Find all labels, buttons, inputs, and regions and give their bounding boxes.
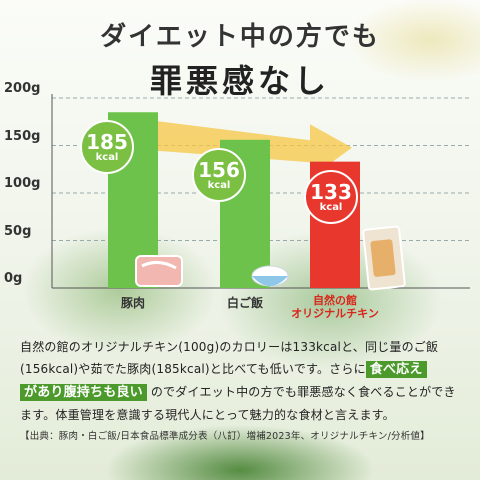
y-tick-label: 0g [4, 271, 23, 286]
description-text: 自然の館のオリジナルチキン(100g)のカロリーは133kcalと、同じ量のご飯… [20, 336, 465, 426]
y-tick-label: 100g [4, 176, 41, 191]
description-part1: 自然の館のオリジナルチキン(100g)のカロリーは133kcalと、同じ量のご飯… [20, 340, 439, 376]
unit-label: kcal [95, 152, 119, 164]
y-tick-label: 150g [4, 128, 41, 144]
x-category-label: 自然の館 オリジナルチキン [291, 294, 379, 320]
pork-illustration [135, 255, 183, 287]
x-category-label: 豚肉 [120, 296, 145, 310]
data-label: 185 [86, 130, 128, 155]
data-label: 156 [198, 157, 240, 182]
data-label: 133 [310, 179, 352, 204]
source-citation: 【出典：豚肉・白ご飯/日本食品標準成分表（八訂）増補2023年、オリジナルチキン… [20, 431, 430, 442]
value-badge: 133 kcal [304, 169, 358, 224]
y-tick-label: 200g [4, 81, 41, 96]
chicken-meat-illustration [370, 239, 396, 277]
heading-line2: 罪悪感なし [149, 62, 330, 100]
rice-bowl-base [252, 276, 288, 286]
y-tick-label: 50g [4, 223, 32, 239]
value-badge: 185 kcal [80, 120, 134, 175]
value-badge: 156 kcal [192, 147, 246, 202]
unit-label: kcal [207, 179, 231, 191]
pork-fat-stripe [141, 261, 177, 270]
unit-label: kcal [319, 201, 343, 213]
description-part2: のでダイエット中の方でも罪悪感なく食べることができます。体重管理を意識する現代人… [20, 385, 456, 422]
highlight-satiety: があり腹持ちも良い [20, 384, 147, 401]
heading-line1: ダイエット中の方でも [100, 22, 380, 52]
highlight-filling: 食べ応え [365, 361, 427, 378]
x-category-label: 白ご飯 [226, 296, 263, 310]
